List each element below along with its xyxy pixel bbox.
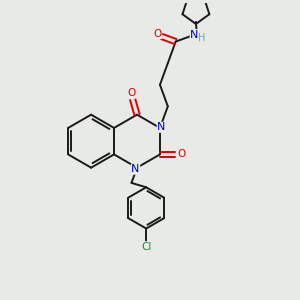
Text: H: H: [198, 32, 206, 43]
Text: O: O: [153, 28, 161, 39]
Text: N: N: [157, 122, 166, 132]
Text: N: N: [131, 164, 140, 174]
Text: O: O: [127, 88, 135, 98]
Text: N: N: [190, 30, 199, 40]
Text: O: O: [178, 149, 186, 159]
Text: Cl: Cl: [141, 242, 152, 252]
